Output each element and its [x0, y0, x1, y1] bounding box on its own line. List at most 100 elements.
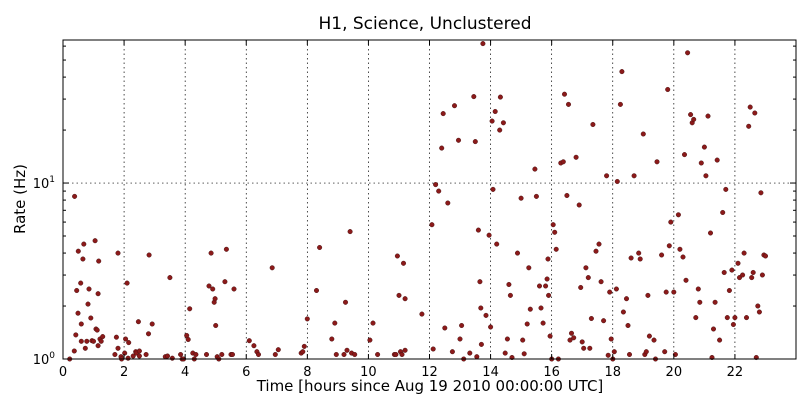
data-point	[341, 352, 347, 358]
data-point	[662, 349, 668, 355]
data-point	[203, 352, 209, 358]
data-point	[651, 337, 657, 343]
data-point	[533, 193, 539, 199]
data-point	[98, 338, 104, 344]
data-point	[78, 280, 84, 286]
data-point	[685, 50, 691, 56]
data-point	[588, 316, 594, 322]
data-point	[344, 347, 350, 353]
data-point	[478, 305, 484, 311]
data-point	[560, 159, 566, 165]
data-point	[608, 336, 614, 342]
data-point	[115, 250, 121, 256]
data-point	[72, 193, 78, 199]
data-point	[439, 145, 445, 151]
data-point	[471, 94, 477, 100]
data-point	[747, 104, 753, 110]
data-point	[693, 315, 699, 321]
data-point	[675, 212, 681, 218]
data-point	[317, 244, 323, 250]
data-point	[605, 352, 611, 358]
data-point	[566, 101, 572, 107]
x-tick-label: 2	[120, 365, 128, 380]
data-point	[402, 347, 408, 353]
data-point	[695, 286, 701, 292]
data-point	[683, 277, 689, 283]
data-point	[585, 275, 591, 281]
data-point	[553, 246, 559, 252]
data-point	[527, 306, 533, 312]
data-point	[85, 301, 91, 307]
data-point	[130, 353, 136, 359]
y-tick-exponent: 0	[49, 351, 55, 361]
data-point	[206, 283, 212, 289]
data-point	[717, 337, 723, 343]
data-point	[452, 103, 458, 109]
data-point	[430, 346, 436, 352]
data-point	[92, 238, 98, 244]
data-point	[486, 232, 492, 238]
data-point	[78, 321, 84, 327]
data-point	[440, 111, 446, 117]
data-point	[547, 333, 553, 339]
data-point	[637, 256, 643, 262]
data-point	[627, 352, 633, 358]
data-point	[135, 319, 141, 325]
data-point	[543, 283, 549, 289]
data-point	[666, 243, 672, 249]
data-point	[507, 292, 513, 298]
data-point	[393, 352, 399, 358]
x-tick-label: 14	[482, 365, 499, 380]
data-point	[208, 250, 214, 256]
data-point	[75, 248, 81, 254]
data-point	[735, 260, 741, 266]
data-point	[433, 182, 439, 188]
data-point	[219, 352, 225, 358]
data-point	[419, 311, 425, 317]
data-point	[124, 280, 130, 286]
chart-title: H1, Science, Unclustered	[318, 14, 531, 34]
data-point	[112, 352, 118, 358]
data-point	[94, 327, 100, 333]
data-point	[504, 336, 510, 342]
y-tick-label: 101	[33, 175, 55, 192]
data-point	[86, 286, 92, 292]
data-point	[755, 303, 761, 309]
x-axis-label: Time [hours since Aug 19 2010 00:00:00 U…	[256, 377, 604, 395]
data-point	[749, 275, 755, 281]
data-point	[480, 41, 486, 47]
data-point	[229, 352, 235, 358]
data-point	[375, 352, 381, 358]
data-point	[75, 310, 81, 316]
data-point	[758, 190, 764, 196]
data-point	[95, 291, 101, 297]
grid-lines	[63, 40, 796, 359]
data-point	[682, 152, 688, 158]
x-tick-label: 20	[666, 365, 683, 380]
data-point	[726, 288, 732, 294]
y-tick-label: 100	[33, 351, 56, 368]
data-point	[489, 118, 495, 124]
data-point	[459, 323, 465, 329]
data-point	[483, 312, 489, 318]
data-point	[125, 355, 131, 361]
data-point	[126, 340, 132, 346]
data-point	[562, 91, 568, 97]
data-point	[169, 355, 175, 361]
data-point	[583, 265, 589, 271]
data-point	[521, 351, 527, 357]
data-point	[614, 178, 620, 184]
data-point	[537, 283, 543, 289]
data-point	[210, 286, 216, 292]
data-point	[587, 345, 593, 351]
data-point	[212, 296, 218, 302]
data-point	[81, 241, 87, 247]
data-point	[506, 282, 512, 288]
data-point	[304, 316, 310, 322]
data-point	[213, 323, 219, 329]
data-point	[449, 349, 455, 355]
data-point	[524, 321, 530, 327]
data-point	[251, 343, 257, 349]
data-point	[569, 330, 575, 336]
data-point	[429, 222, 435, 228]
